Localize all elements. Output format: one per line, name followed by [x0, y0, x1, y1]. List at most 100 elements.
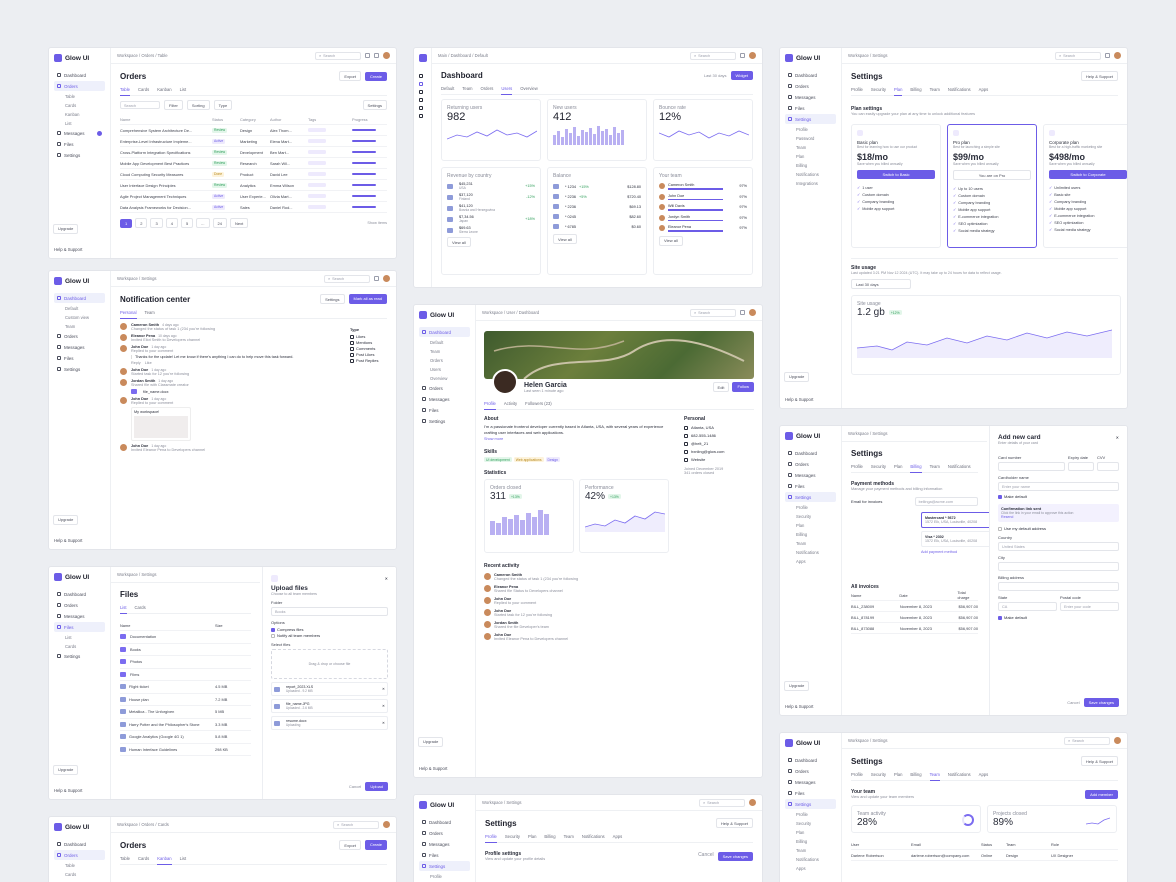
bell-icon[interactable] — [740, 310, 745, 315]
tab-notifications[interactable]: Notifications — [947, 464, 971, 469]
close-icon[interactable]: ✕ — [1115, 435, 1119, 440]
bell-icon[interactable] — [740, 53, 745, 58]
nav-item-cards[interactable]: Cards — [65, 644, 77, 649]
tab-notifications[interactable]: Notifications — [947, 772, 971, 777]
next-page-button[interactable]: Next — [229, 218, 249, 228]
tab-team[interactable]: Team — [929, 772, 940, 781]
nav-item-orders[interactable]: Orders — [785, 81, 836, 91]
team-row[interactable]: Cameron Smith 97% — [659, 183, 747, 190]
country-row[interactable]: $45,231 USA +15% — [447, 182, 535, 190]
tab-plan[interactable]: Plan — [894, 87, 903, 96]
nav-item-dashboard[interactable]: Dashboard — [785, 755, 836, 765]
nav-item-messages[interactable]: Messages — [419, 839, 470, 849]
nav-files[interactable]: Files — [54, 139, 105, 149]
state-select[interactable]: CA — [998, 602, 1057, 611]
nav-item-messages[interactable]: Messages — [785, 92, 836, 102]
tab-apps[interactable]: Apps — [978, 772, 989, 777]
upload-item[interactable]: resume.docx Uploading ✕ — [271, 716, 388, 730]
tab-table[interactable]: Table — [120, 87, 131, 96]
tab-plan[interactable]: Plan — [894, 464, 903, 469]
tab-activity[interactable]: Activity — [503, 401, 518, 406]
tab-team[interactable]: Team — [929, 87, 940, 92]
help-button[interactable]: Help & Support — [715, 818, 753, 828]
plan-cta-button[interactable]: Switch to Basic — [857, 170, 935, 179]
search-input[interactable]: ⌕ Search — [1064, 736, 1110, 745]
remove-icon[interactable]: ✕ — [381, 704, 385, 708]
upgrade-button[interactable]: Upgrade — [53, 764, 79, 775]
country-row[interactable]: $69.63 Sierra Leone — [447, 226, 535, 234]
help-support-link[interactable]: Help & Support — [54, 538, 83, 543]
tab-notifications[interactable]: Notifications — [581, 834, 605, 839]
notification-icon[interactable] — [365, 53, 370, 58]
message-icon[interactable] — [419, 98, 423, 102]
type-button[interactable]: Type — [213, 100, 233, 110]
nav-cards[interactable]: Cards — [65, 872, 77, 877]
help-support-link[interactable]: Help & Support — [785, 397, 814, 402]
filter-option[interactable]: Post Likes — [350, 352, 378, 357]
folder-select[interactable]: Books — [271, 607, 388, 616]
bell-icon[interactable] — [374, 53, 379, 58]
tab-profile[interactable]: Profile — [851, 772, 863, 777]
nav-item-billing[interactable]: Billing — [796, 163, 808, 168]
nav-item-orders[interactable]: Orders — [419, 383, 470, 393]
table-row[interactable]: Documentation — [120, 631, 251, 644]
table-settings-button[interactable]: Settings — [362, 100, 387, 110]
nav-item-messages[interactable]: Messages — [419, 394, 470, 404]
page-button[interactable]: 3 — [150, 218, 163, 228]
postal-input[interactable]: Enter your code — [1060, 602, 1119, 611]
list-item[interactable]: Cameron Smith 4 days ago Changed the statu… — [120, 323, 340, 331]
avatar[interactable] — [383, 52, 390, 59]
home-icon[interactable] — [419, 74, 423, 78]
tab-billing[interactable]: Billing — [910, 464, 922, 473]
search-input[interactable]: ⌕ Search — [315, 51, 361, 60]
tab-list[interactable]: List — [179, 87, 187, 92]
table-search-input[interactable]: Search — [120, 101, 160, 109]
nav-item-dashboard[interactable]: Dashboard — [419, 817, 470, 827]
tab-profile[interactable]: Profile — [851, 87, 863, 92]
table-row[interactable]: Enterprise-Level Infrastructure Impleme.… — [120, 136, 387, 147]
nav-item-security[interactable]: Security — [796, 821, 812, 826]
billing-address-input[interactable] — [998, 582, 1119, 591]
upgrade-button[interactable]: Upgrade — [53, 223, 79, 234]
nav-item-orders[interactable]: Orders — [430, 358, 443, 363]
team-row[interactable]: Will Davis 97% — [659, 204, 747, 211]
tab-security[interactable]: Security — [870, 772, 887, 777]
table-row[interactable]: Harry Potter and the Philosopher's Stone… — [120, 719, 251, 731]
avatar[interactable] — [383, 275, 390, 282]
tab-team[interactable]: Team — [929, 464, 940, 469]
search-input[interactable]: ⌕ Search — [690, 51, 736, 60]
nav-list[interactable]: List — [65, 121, 72, 126]
help-support-link[interactable]: Help & Support — [54, 247, 83, 252]
nav-item-dashboard[interactable]: Dashboard — [785, 448, 836, 458]
dashboard-icon[interactable] — [419, 82, 423, 86]
page-button[interactable]: 5 — [180, 218, 194, 228]
nav-item-settings[interactable]: Settings — [419, 861, 470, 871]
balance-row[interactable]: * 0245 $82.60 — [553, 214, 641, 219]
tab-kanban[interactable]: Kanban — [157, 856, 172, 865]
help-button[interactable]: Help & Support — [1080, 71, 1118, 81]
view-all-button[interactable]: View all — [447, 237, 471, 247]
nav-item-settings[interactable]: Settings — [54, 651, 105, 661]
team-row[interactable]: John Doe 97% — [659, 194, 747, 200]
remove-icon[interactable]: ✕ — [381, 687, 385, 691]
tab-list[interactable]: List — [120, 605, 127, 614]
file-attachment[interactable]: file_name.docx — [131, 389, 189, 394]
search-input[interactable]: ⌕ Search — [333, 820, 379, 829]
search-input[interactable]: ⌕ Search — [1055, 51, 1101, 60]
nav-orders[interactable]: Orders — [54, 850, 105, 860]
page-button[interactable]: 4 — [165, 218, 178, 228]
nav-item-notifications[interactable]: Notifications — [796, 857, 819, 862]
list-item[interactable]: John Doe 1 day ago Invited Eleanor Pena to… — [120, 444, 340, 452]
tab-notifications[interactable]: Notifications — [947, 87, 971, 92]
page-button[interactable]: 2 — [135, 218, 148, 228]
nav-item-profile[interactable]: Profile — [796, 127, 808, 132]
follow-button[interactable]: Follow — [732, 382, 754, 392]
nav-item-files[interactable]: Files — [785, 788, 836, 798]
search-input[interactable]: ⌕ Search — [699, 798, 745, 807]
search-input[interactable]: ⌕ Search — [690, 308, 736, 317]
help-support-link[interactable]: Help & Support — [419, 766, 448, 771]
remove-icon[interactable]: ✕ — [381, 721, 385, 725]
filter-option[interactable]: Comments — [350, 346, 378, 351]
plan-cta-button[interactable]: Switch to Corporate — [1049, 170, 1127, 179]
upload-button[interactable]: Upload — [365, 782, 388, 791]
